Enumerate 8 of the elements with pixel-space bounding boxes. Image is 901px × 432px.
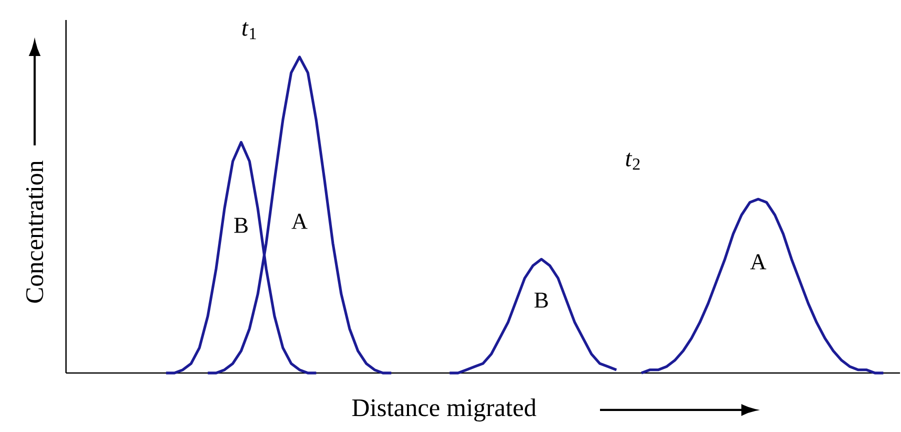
annotation: t$_{2}$ (626, 152, 640, 170)
series-label: B (234, 218, 248, 233)
y-axis-title: Concentration (26, 160, 44, 303)
text: t$_{1}$ (242, 22, 256, 40)
series-label: B (534, 292, 548, 308)
series-label: A (750, 254, 766, 270)
x-axis-title: Distance migrated (352, 398, 536, 422)
series-label: A (292, 214, 308, 229)
